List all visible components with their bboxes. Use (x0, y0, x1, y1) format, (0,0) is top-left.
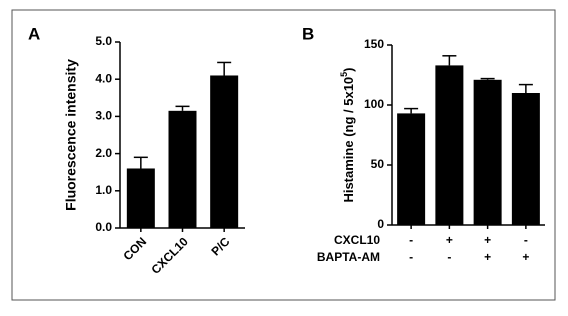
frame (11, 9, 556, 301)
panel-label: B (302, 24, 314, 43)
y-tick-label: 5.0 (95, 34, 112, 48)
treatment-sign: + (522, 250, 529, 264)
treatment-sign: - (447, 250, 451, 264)
treatment-label: BAPTA-AM (317, 250, 380, 264)
treatment-label: CXCL10 (334, 233, 380, 247)
superscript: 5 (339, 72, 349, 77)
treatment-sign: - (409, 233, 413, 247)
label-part: ) (341, 67, 356, 71)
treatment-sign: + (446, 233, 453, 247)
treatment-sign: - (524, 233, 528, 247)
y-axis-label: Fluorescence intensity (63, 59, 79, 211)
y-tick-label: 0 (377, 217, 384, 231)
x-tick-label: P/C (208, 234, 232, 258)
y-tick-label: 3.0 (95, 109, 112, 123)
panel-label: A (28, 24, 40, 43)
y-tick-label: 2.0 (95, 146, 112, 160)
y-tick-label: 0.0 (95, 220, 112, 234)
bar (168, 110, 197, 228)
y-axis-label: Histamine (ng / 5x105) (339, 67, 356, 202)
bar (126, 168, 155, 228)
bar (210, 75, 239, 228)
bar (397, 113, 426, 225)
bar (473, 79, 502, 225)
y-tick-label: 50 (371, 157, 385, 171)
y-tick-label: 4.0 (95, 71, 112, 85)
y-tick-label: 1.0 (95, 183, 112, 197)
treatment-sign: + (484, 233, 491, 247)
bar (511, 93, 540, 225)
x-tick-label: CON (120, 234, 149, 263)
bar (435, 65, 464, 226)
treatment-sign: + (484, 250, 491, 264)
y-tick-label: 150 (364, 37, 384, 51)
label-part: Histamine (ng / 5x10 (341, 77, 356, 203)
y-tick-label: 100 (364, 97, 384, 111)
x-tick-label: CXCL10 (148, 234, 191, 277)
treatment-sign: - (409, 250, 413, 264)
